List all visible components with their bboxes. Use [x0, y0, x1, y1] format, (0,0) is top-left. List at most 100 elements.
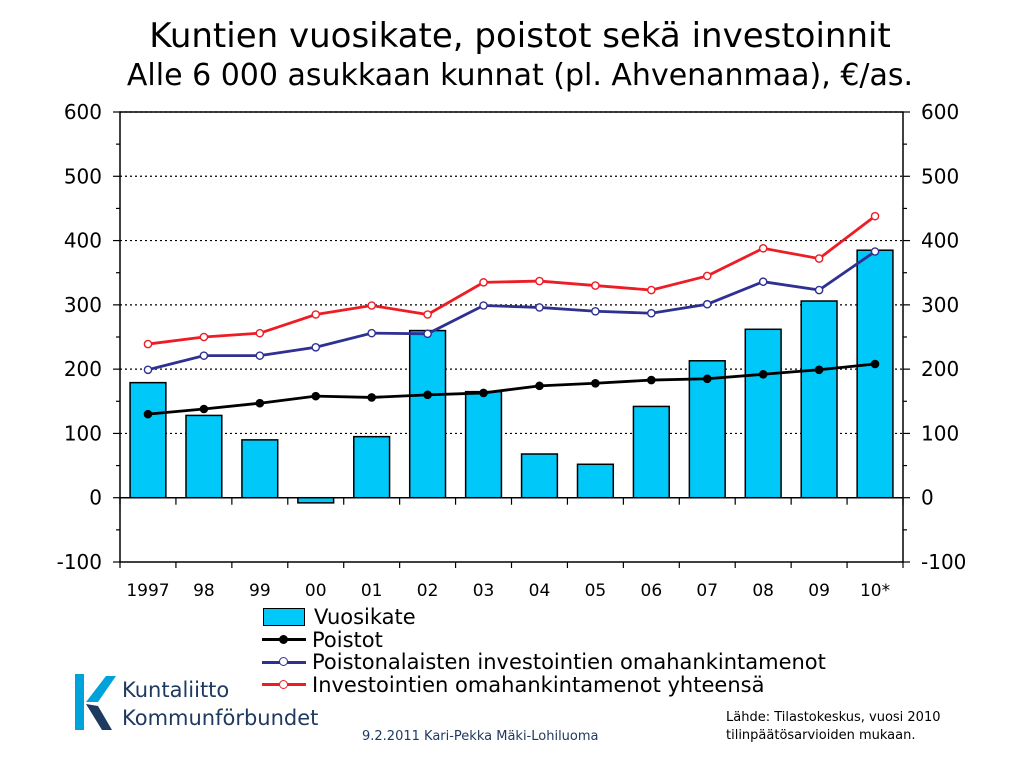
point-yhteensa [199, 332, 209, 342]
point-yhteensa [870, 211, 880, 221]
x-tick-label: 00 [305, 581, 327, 601]
point-poistot [591, 378, 600, 388]
point-poistot [535, 381, 544, 391]
x-tick-label: 06 [641, 581, 663, 601]
bar-vuosikate [353, 435, 391, 499]
point-yhteensa [702, 271, 712, 281]
legend-label: Poistonalaisten investointien omahankint… [312, 650, 826, 675]
bar-vuosikate [129, 381, 167, 499]
y-tick-label-left: -100 [57, 550, 102, 574]
point-yhteensa [758, 243, 768, 253]
point-yhteensa [591, 281, 600, 290]
legend-swatch-line [262, 630, 306, 650]
legend-swatch-bar [263, 608, 305, 627]
y-tick-label-right: 100 [921, 421, 959, 445]
point-poistot [647, 375, 656, 385]
point-yhteensa [423, 310, 432, 319]
x-tick-label: 08 [752, 581, 774, 601]
chart-title: Kuntien vuosikate, poistot sekä investoi… [149, 16, 891, 56]
kuntaliitto-logo: Kuntaliitto Kommunförbundet [72, 672, 332, 736]
point-poistonalaiset [479, 301, 488, 310]
point-poistot [311, 391, 321, 401]
bar-vuosikate [185, 414, 223, 499]
point-poistot [870, 359, 880, 369]
point-poistonalaiset [814, 285, 824, 295]
legend-label: Investointien omahankintamenot yhteensä [312, 672, 765, 697]
bar-vuosikate [856, 249, 894, 499]
point-poistonalaiset [367, 328, 376, 338]
point-yhteensa [814, 254, 824, 263]
x-tick-label: 02 [417, 581, 439, 601]
x-tick-label: 99 [249, 581, 271, 601]
legend: Vuosikate Poistot Poistonalaisten invest… [262, 605, 826, 697]
logo-mark-icon [75, 674, 116, 730]
bar-vuosikate [520, 453, 559, 499]
x-tick-label: 01 [361, 581, 383, 601]
y-tick-label-left: 400 [64, 229, 102, 253]
point-poistot [423, 390, 432, 400]
point-yhteensa [255, 328, 265, 338]
source-note: Lähde: Tilastokeskus, vuosi 2010 tilinpä… [726, 709, 941, 745]
y-tick-label-left: 300 [64, 293, 102, 317]
logo-line2: Kommunförbundet [122, 706, 319, 730]
point-poistot [143, 409, 153, 419]
x-tick-label: 10* [860, 581, 890, 601]
point-poistot [814, 365, 824, 375]
y-tick-label-right: 400 [921, 229, 959, 253]
x-tick-label: 98 [193, 581, 215, 601]
bar-vuosikate [241, 439, 279, 499]
x-tick-label: 1997 [126, 581, 169, 601]
point-poistonalaiset [758, 277, 768, 287]
point-poistonalaiset [870, 247, 880, 256]
point-poistot [479, 388, 488, 398]
line-poistonalaiset [147, 250, 876, 372]
point-poistonalaiset [199, 351, 209, 360]
point-poistonalaiset [647, 308, 656, 318]
point-poistot [702, 374, 712, 384]
point-poistot [758, 369, 768, 379]
y-tick-label-right: 300 [921, 293, 959, 317]
line-yhteensa [147, 215, 876, 346]
footer-credit: 9.2.2011 Kari-Pekka Mäki-Lohiluoma [362, 729, 599, 744]
x-tick-label: 09 [808, 581, 830, 601]
point-poistonalaiset [311, 342, 321, 352]
y-tick-label-right: 200 [921, 357, 959, 381]
plot-area [119, 111, 904, 563]
point-poistonalaiset [255, 351, 265, 360]
x-tick-label: 05 [585, 581, 607, 601]
point-yhteensa [367, 301, 376, 310]
point-poistonalaiset [591, 306, 600, 316]
legend-label: Vuosikate [314, 605, 416, 630]
bar-vuosikate [464, 390, 503, 499]
point-poistot [255, 398, 265, 408]
line-poistot [147, 362, 876, 416]
y-tick-label-left: 500 [64, 164, 102, 188]
y-tick-label-right: 600 [921, 100, 959, 124]
y-tick-label-left: 600 [64, 100, 102, 124]
bar-vuosikate [576, 463, 615, 499]
y-tick-label-left: 200 [64, 357, 102, 381]
point-yhteensa [647, 285, 656, 295]
point-yhteensa [479, 278, 488, 287]
legend-label: Poistot [312, 627, 383, 652]
y-tick-label-right: 0 [921, 486, 934, 510]
x-tick-label: 03 [473, 581, 495, 601]
y-tick-label-right: 500 [921, 164, 959, 188]
y-tick-label-left: 0 [89, 486, 102, 510]
bar-vuosikate [800, 300, 838, 499]
point-poistonalaiset [702, 299, 712, 309]
bar-vuosikate [744, 328, 782, 499]
legend-item-yhteensa: Investointien omahankintamenot yhteensä [262, 672, 826, 697]
bar-vuosikate [632, 405, 670, 499]
legend-item-vuosikate: Vuosikate [262, 605, 826, 630]
point-poistonalaiset [535, 303, 544, 312]
point-poistonalaiset [143, 365, 153, 375]
bar-vuosikate [688, 360, 726, 499]
bar-vuosikate [408, 329, 447, 499]
logo-line1: Kuntaliitto [122, 678, 230, 702]
point-yhteensa [311, 310, 321, 319]
y-tick-label-left: 100 [64, 421, 102, 445]
point-yhteensa [535, 276, 544, 286]
legend-item-poistonalaiset: Poistonalaisten investointien omahankint… [262, 650, 826, 675]
